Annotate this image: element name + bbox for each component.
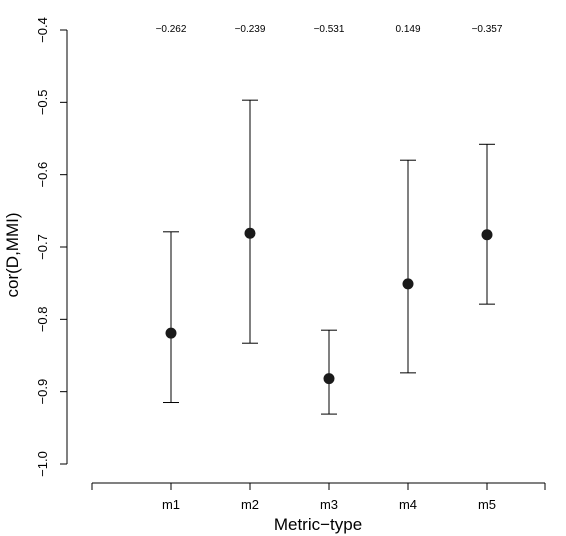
data-point [244,227,256,239]
y-tick-label: −0.6 [35,162,50,188]
x-tick-label: m5 [478,497,496,512]
data-marks [163,99,495,415]
error-bar [479,143,495,305]
annotation-label: −0.239 [235,24,266,35]
x-tick-label: m4 [399,497,417,512]
error-bar [321,329,337,415]
data-point [402,278,414,290]
x-tick-label: m3 [320,497,338,512]
annotation-label: 0.149 [395,24,420,35]
y-tick-label: −0.4 [35,17,50,43]
annotation-label: −0.531 [314,24,345,35]
annotations: −0.262 −0.239 −0.531 0.149 −0.357 [156,24,503,35]
data-point [323,373,335,385]
y-tick-label: −0.5 [35,89,50,115]
data-point [165,327,177,339]
axes: −1.0 −0.9 −0.8 −0.7 −0.6 −0.5 −0.4 m1 m2 m3 m4 m5 [35,17,546,512]
y-axis-title: cor(D,MMI) [3,213,22,298]
error-bar [400,159,416,374]
y-tick-label: −0.9 [35,379,50,405]
error-bar [242,99,258,344]
data-point [481,229,493,241]
x-ticks: m1 m2 m3 m4 m5 [91,483,546,512]
y-tick-label: −1.0 [35,451,50,477]
annotation-label: −0.357 [472,24,503,35]
x-axis-title: Metric−type [274,515,362,534]
x-tick-label: m1 [162,497,180,512]
y-ticks: −1.0 −0.9 −0.8 −0.7 −0.6 −0.5 −0.4 [35,17,67,477]
y-tick-label: −0.7 [35,234,50,260]
error-bar [163,231,179,404]
annotation-label: −0.262 [156,24,187,35]
y-tick-label: −0.8 [35,306,50,332]
x-tick-label: m2 [241,497,259,512]
